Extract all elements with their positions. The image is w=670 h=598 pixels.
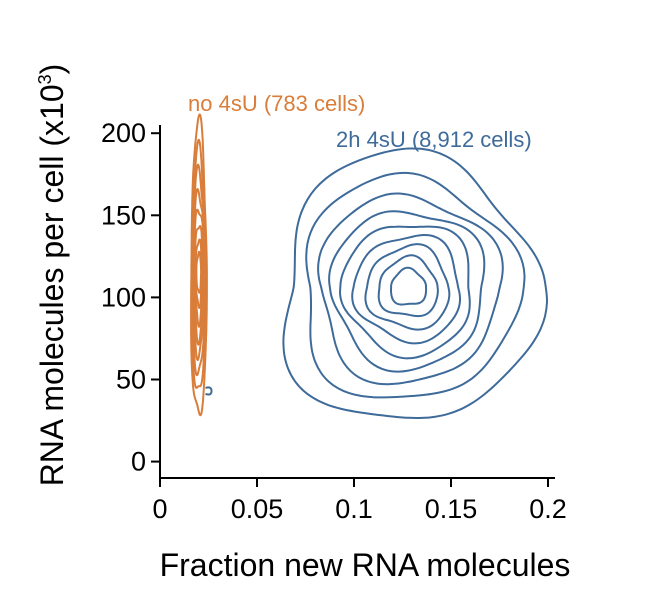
contour-level-2h-4su bbox=[390, 266, 428, 306]
series-label-no-4su: no 4sU (783 cells) bbox=[188, 91, 365, 116]
y-axis-label-superscript: 3 bbox=[35, 74, 55, 84]
x-tick-label: 0.2 bbox=[529, 494, 567, 524]
contour-level-no-4su bbox=[195, 250, 203, 294]
y-tick-label: 50 bbox=[116, 364, 146, 394]
y-axis-label-close: ) bbox=[34, 64, 70, 75]
contour-layer bbox=[190, 113, 549, 420]
x-tick-label: 0.1 bbox=[335, 494, 373, 524]
y-tick-label: 200 bbox=[101, 118, 146, 148]
y-ticks: 0 50 100 150 200 bbox=[101, 118, 160, 477]
contour-level-2h-4su bbox=[305, 171, 526, 399]
contour-level-2h-4su bbox=[282, 147, 549, 420]
x-tick-label: 0.15 bbox=[425, 494, 478, 524]
series-label-2h-4su: 2h 4sU (8,912 cells) bbox=[336, 127, 532, 152]
contour-level-2h-4su bbox=[328, 210, 486, 373]
contour-stray-2h-4su bbox=[205, 386, 213, 396]
y-axis-label: RNA molecules per cell (x103) bbox=[34, 64, 70, 487]
contour-level-2h-4su bbox=[364, 243, 451, 331]
contour-level-2h-4su bbox=[317, 192, 504, 386]
y-tick-label: 0 bbox=[131, 447, 146, 477]
x-axis-label: Fraction new RNA molecules bbox=[160, 547, 571, 583]
x-tick-label: 0.05 bbox=[231, 494, 284, 524]
y-tick-label: 150 bbox=[101, 200, 146, 230]
y-axis-label-main: RNA molecules per cell (x10 bbox=[34, 84, 70, 486]
x-tick-label: 0 bbox=[152, 494, 167, 524]
contour-level-2h-4su bbox=[339, 225, 471, 360]
x-ticks: 0 0.05 0.1 0.15 0.2 bbox=[152, 478, 567, 524]
contour-level-2h-4su bbox=[351, 233, 462, 345]
y-tick-label: 100 bbox=[101, 282, 146, 312]
contour-level-2h-4su bbox=[377, 254, 439, 318]
